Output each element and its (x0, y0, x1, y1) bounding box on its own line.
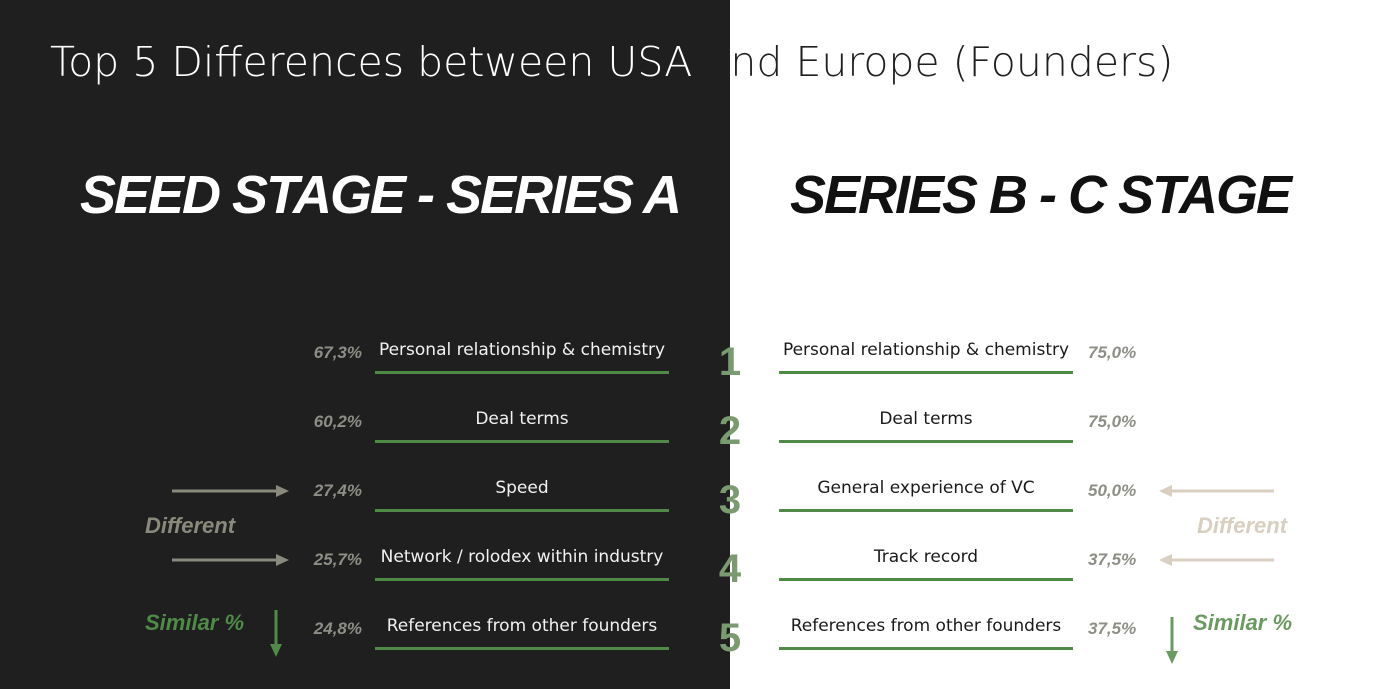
seed-stage-heading: SEED STAGE - SERIES A (79, 165, 682, 225)
series-bc-label-4: Track record (873, 547, 979, 567)
series-bc-percent-5: 37,5% (1088, 619, 1137, 638)
seed-underline-1 (375, 371, 669, 374)
arrow-down-icon (270, 610, 282, 657)
rank-1: 1 (718, 340, 742, 384)
seed-percent-1: 67,3% (313, 343, 362, 362)
dark-panel (0, 0, 730, 689)
different-callout-left: Different (145, 513, 236, 538)
seed-percent-3: 27,4% (313, 481, 362, 500)
seed-label-1: Personal relationship & chemistry (378, 340, 666, 360)
series-bc-label-3: General experience of VC (817, 478, 1035, 498)
seed-underline-3 (375, 509, 669, 512)
rank-4: 4 (718, 547, 742, 591)
seed-label-4: Network / rolodex within industry (380, 547, 664, 567)
series-bc-percent-3: 50,0% (1088, 481, 1137, 500)
series-bc-percent-1: 75,0% (1088, 343, 1137, 362)
seed-label-3: Speed (495, 478, 549, 498)
seed-percent-5: 24,8% (313, 619, 362, 638)
arrow-left-icon (1159, 485, 1274, 497)
arrow-right-icon (172, 485, 289, 497)
series-bc-label-1: Personal relationship & chemistry (782, 340, 1070, 360)
series-bc-underline-4 (779, 578, 1073, 581)
seed-percent-4: 25,7% (313, 550, 362, 569)
series-bc-stage-heading: SERIES B - C STAGE (789, 165, 1292, 225)
series-bc-underline-3 (779, 509, 1073, 512)
series-bc-underline-2 (779, 440, 1073, 443)
seed-label-2: Deal terms (475, 409, 569, 429)
seed-label-5: References from other founders (386, 616, 658, 636)
series-bc-underline-5 (779, 647, 1073, 650)
series-bc-label-5: References from other founders (790, 616, 1062, 636)
series-bc-percent-4: 37,5% (1088, 550, 1137, 569)
series-bc-label-2: Deal terms (879, 409, 973, 429)
rank-2: 2 (718, 409, 742, 453)
series-bc-underline-1 (779, 371, 1073, 374)
series-bc-percent-2: 75,0% (1088, 412, 1137, 431)
different-callout-right: Different (1197, 513, 1288, 538)
seed-underline-5 (375, 647, 669, 650)
slide-title-light-part: Top 5 Differences between USA and Europe… (705, 38, 1174, 86)
seed-underline-2 (375, 440, 669, 443)
slide-title: Top 5 Differences between USA and Europe… (50, 38, 1174, 86)
similar-callout-left: Similar % (145, 610, 245, 635)
arrow-left-icon (1159, 554, 1274, 566)
rank-5: 5 (718, 616, 742, 660)
seed-percent-2: 60,2% (313, 412, 362, 431)
similar-callout-right: Similar % (1193, 610, 1293, 635)
light-panel (730, 0, 1400, 689)
rank-3: 3 (718, 478, 742, 522)
arrow-right-icon (172, 554, 289, 566)
seed-underline-4 (375, 578, 669, 581)
arrow-down-icon (1166, 617, 1178, 664)
